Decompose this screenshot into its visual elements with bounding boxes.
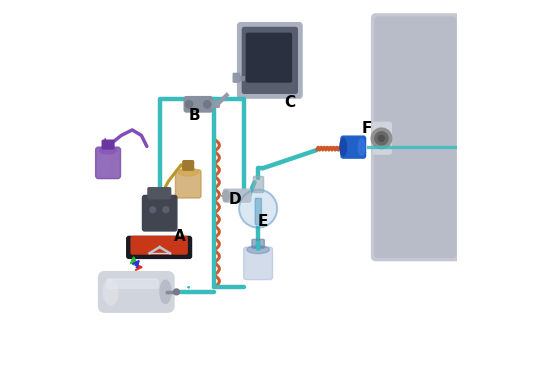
Circle shape (375, 132, 388, 145)
FancyBboxPatch shape (102, 140, 114, 149)
Ellipse shape (100, 146, 117, 154)
Circle shape (379, 135, 385, 141)
FancyBboxPatch shape (223, 189, 251, 202)
Circle shape (185, 101, 193, 108)
FancyBboxPatch shape (246, 33, 292, 82)
FancyBboxPatch shape (96, 147, 120, 179)
Circle shape (371, 128, 392, 149)
FancyBboxPatch shape (127, 236, 191, 258)
Circle shape (203, 101, 211, 108)
FancyBboxPatch shape (242, 27, 297, 93)
Ellipse shape (247, 246, 270, 254)
Text: A: A (174, 229, 186, 243)
Ellipse shape (103, 279, 118, 305)
FancyBboxPatch shape (148, 188, 171, 199)
FancyBboxPatch shape (98, 272, 174, 312)
Ellipse shape (223, 190, 229, 201)
FancyBboxPatch shape (252, 239, 264, 248)
FancyBboxPatch shape (107, 279, 158, 288)
FancyBboxPatch shape (253, 176, 264, 193)
Circle shape (239, 190, 277, 228)
FancyBboxPatch shape (243, 247, 272, 280)
FancyBboxPatch shape (183, 161, 194, 170)
Ellipse shape (340, 138, 346, 156)
Circle shape (173, 289, 179, 295)
FancyBboxPatch shape (373, 122, 391, 154)
FancyBboxPatch shape (255, 198, 261, 225)
Text: D: D (229, 192, 241, 207)
FancyBboxPatch shape (233, 73, 240, 82)
FancyBboxPatch shape (176, 170, 201, 198)
Text: E: E (257, 214, 267, 229)
FancyBboxPatch shape (100, 156, 108, 174)
Text: F: F (362, 121, 372, 135)
FancyBboxPatch shape (184, 97, 212, 112)
FancyBboxPatch shape (341, 136, 365, 158)
Ellipse shape (178, 168, 199, 176)
Circle shape (150, 207, 156, 213)
FancyBboxPatch shape (131, 236, 187, 254)
Ellipse shape (160, 280, 171, 303)
FancyBboxPatch shape (142, 195, 177, 231)
Circle shape (163, 207, 169, 213)
FancyBboxPatch shape (375, 17, 456, 257)
FancyBboxPatch shape (208, 101, 219, 107)
FancyBboxPatch shape (237, 23, 302, 98)
Ellipse shape (358, 139, 365, 156)
Text: B: B (189, 108, 201, 123)
Text: C: C (284, 95, 295, 110)
FancyBboxPatch shape (371, 14, 461, 261)
